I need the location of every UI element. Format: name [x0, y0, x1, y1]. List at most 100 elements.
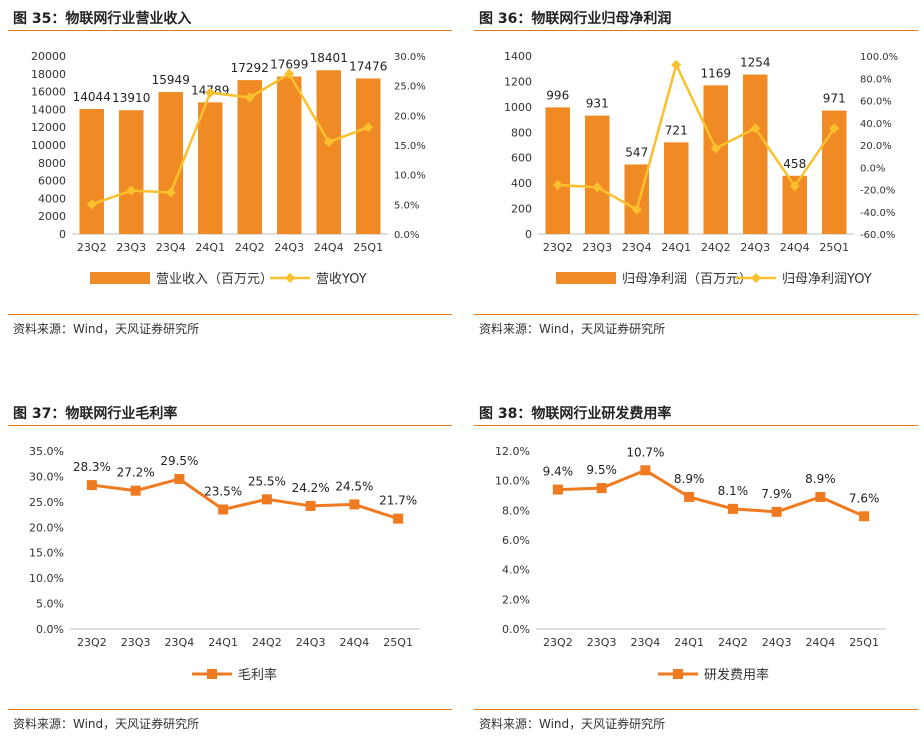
y-tick: 15.0% — [29, 547, 64, 560]
y-tick-right: 0.0% — [860, 163, 885, 174]
x-tick-label: 23Q2 — [77, 636, 107, 649]
yoy-point — [710, 143, 721, 154]
x-tick-label: 24Q3 — [762, 636, 792, 649]
chart-rd-ratio: 0.0% 2.0% 4.0% 6.0% 8.0% 10.0% 12.0% 9.4% 23Q2 9.… — [495, 445, 886, 683]
data-label: 14044 — [73, 90, 111, 104]
y-tick-right: 60.0% — [860, 97, 892, 108]
bar — [158, 92, 183, 235]
series-point — [393, 513, 404, 524]
bar — [356, 78, 381, 235]
y-tick-right: 15.0% — [394, 141, 426, 152]
x-tick-label: 23Q4 — [156, 241, 186, 254]
y-tick-right: 80.0% — [860, 74, 892, 85]
y-tick-left: 4000 — [38, 192, 66, 205]
data-label: 28.3% — [73, 460, 111, 474]
legend-swatch-bar — [90, 272, 150, 284]
x-tick-label: 23Q3 — [587, 636, 617, 649]
y-tick: 10.0% — [495, 475, 530, 488]
y-tick-left: 1400 — [504, 50, 532, 63]
source-rule — [8, 314, 452, 315]
data-label: 25.5% — [248, 474, 286, 488]
source-note: 资料来源：Wind，天风证券研究所 — [13, 717, 200, 731]
data-label: 17476 — [349, 59, 387, 73]
y-tick-left: 400 — [511, 177, 532, 190]
x-tick-label: 24Q4 — [806, 636, 836, 649]
y-tick-left: 0 — [59, 228, 66, 241]
yoy-point — [789, 181, 800, 192]
x-tick-label: 24Q1 — [208, 636, 238, 649]
yoy-line — [557, 61, 836, 212]
x-tick-label: 23Q2 — [543, 636, 573, 649]
series-point — [640, 465, 651, 476]
series-point — [130, 485, 141, 496]
y-tick: 5.0% — [36, 598, 64, 611]
panel-revenue: 图 35：物联网行业营业收入 0 2000 4000 6000 8000 10000 120… — [8, 0, 452, 345]
data-label: 15949 — [152, 73, 190, 87]
y-tick-left: 1200 — [504, 75, 532, 88]
data-label: 24.5% — [335, 479, 373, 493]
data-label: 29.5% — [160, 454, 198, 468]
bar — [743, 74, 768, 234]
title-rule — [8, 30, 452, 31]
x-tick-label: 23Q3 — [121, 636, 151, 649]
series-point — [596, 483, 607, 494]
x-tick-label: 23Q4 — [631, 636, 661, 649]
chart-title: 图 38：物联网行业研发费用率 — [479, 406, 672, 422]
title-rule — [474, 425, 918, 426]
x-tick-label: 23Q2 — [543, 241, 573, 254]
y-tick-left: 1000 — [504, 101, 532, 114]
series-point — [552, 484, 563, 495]
x-tick-label: 25Q1 — [849, 636, 879, 649]
data-label: 18401 — [310, 51, 348, 65]
title-rule — [474, 30, 918, 31]
source-note: 资料来源：Wind，天风证券研究所 — [479, 322, 666, 336]
bar — [79, 109, 104, 234]
chart-title: 图 37：物联网行业毛利率 — [13, 406, 178, 422]
yoy-point — [205, 87, 216, 98]
yoy-point — [631, 204, 642, 215]
source-rule — [474, 314, 918, 315]
y-tick-right: 30.0% — [394, 52, 426, 63]
yoy-point — [165, 187, 176, 198]
data-label: 721 — [665, 123, 688, 137]
yoy-point — [363, 122, 374, 133]
panel-gross-margin: 图 37：物联网行业毛利率 0.0% 5.0% 10.0% 15.0% 20.0% 25.… — [8, 395, 452, 739]
data-label: 10.7% — [626, 445, 664, 459]
chart-title: 图 36：物联网行业归母净利润 — [479, 11, 672, 27]
yoy-point — [750, 123, 761, 134]
bar — [664, 142, 689, 234]
y-tick-left: 0 — [525, 228, 532, 241]
y-tick-left: 8000 — [38, 157, 66, 170]
y-tick: 4.0% — [502, 564, 530, 577]
chart-gross-margin: 0.0% 5.0% 10.0% 15.0% 20.0% 25.0% 30.0% 35.0% 28… — [29, 445, 420, 683]
y-tick: 2.0% — [502, 593, 530, 606]
legend-marker — [751, 273, 761, 283]
legend-label: 营业收入（百万元） — [156, 272, 273, 287]
series-point — [261, 494, 272, 505]
y-tick-right: 5.0% — [394, 200, 419, 211]
x-tick-label: 24Q1 — [661, 241, 691, 254]
x-tick-label: 24Q2 — [718, 636, 748, 649]
source-note: 资料来源：Wind，天风证券研究所 — [479, 717, 666, 731]
yoy-line — [91, 72, 369, 206]
y-tick: 0.0% — [502, 623, 530, 636]
x-tick-label: 24Q4 — [780, 241, 810, 254]
bar — [316, 70, 341, 234]
x-tick-label: 24Q3 — [274, 241, 304, 254]
bar — [119, 110, 144, 234]
y-tick: 8.0% — [502, 504, 530, 517]
y-tick: 20.0% — [29, 521, 64, 534]
data-label: 7.9% — [761, 487, 792, 501]
x-tick-label: 24Q2 — [235, 241, 265, 254]
yoy-point — [86, 199, 97, 210]
data-label: 971 — [823, 92, 846, 106]
legend-label: 研发费用率 — [704, 667, 769, 683]
series-point — [727, 503, 738, 514]
y-tick-left: 200 — [511, 203, 532, 216]
x-tick-label: 23Q4 — [165, 636, 195, 649]
legend-marker — [207, 669, 217, 679]
y-tick-left: 16000 — [31, 86, 66, 99]
y-tick: 35.0% — [29, 445, 64, 458]
y-tick-left: 800 — [511, 126, 532, 139]
y-tick-right: 40.0% — [860, 119, 892, 130]
